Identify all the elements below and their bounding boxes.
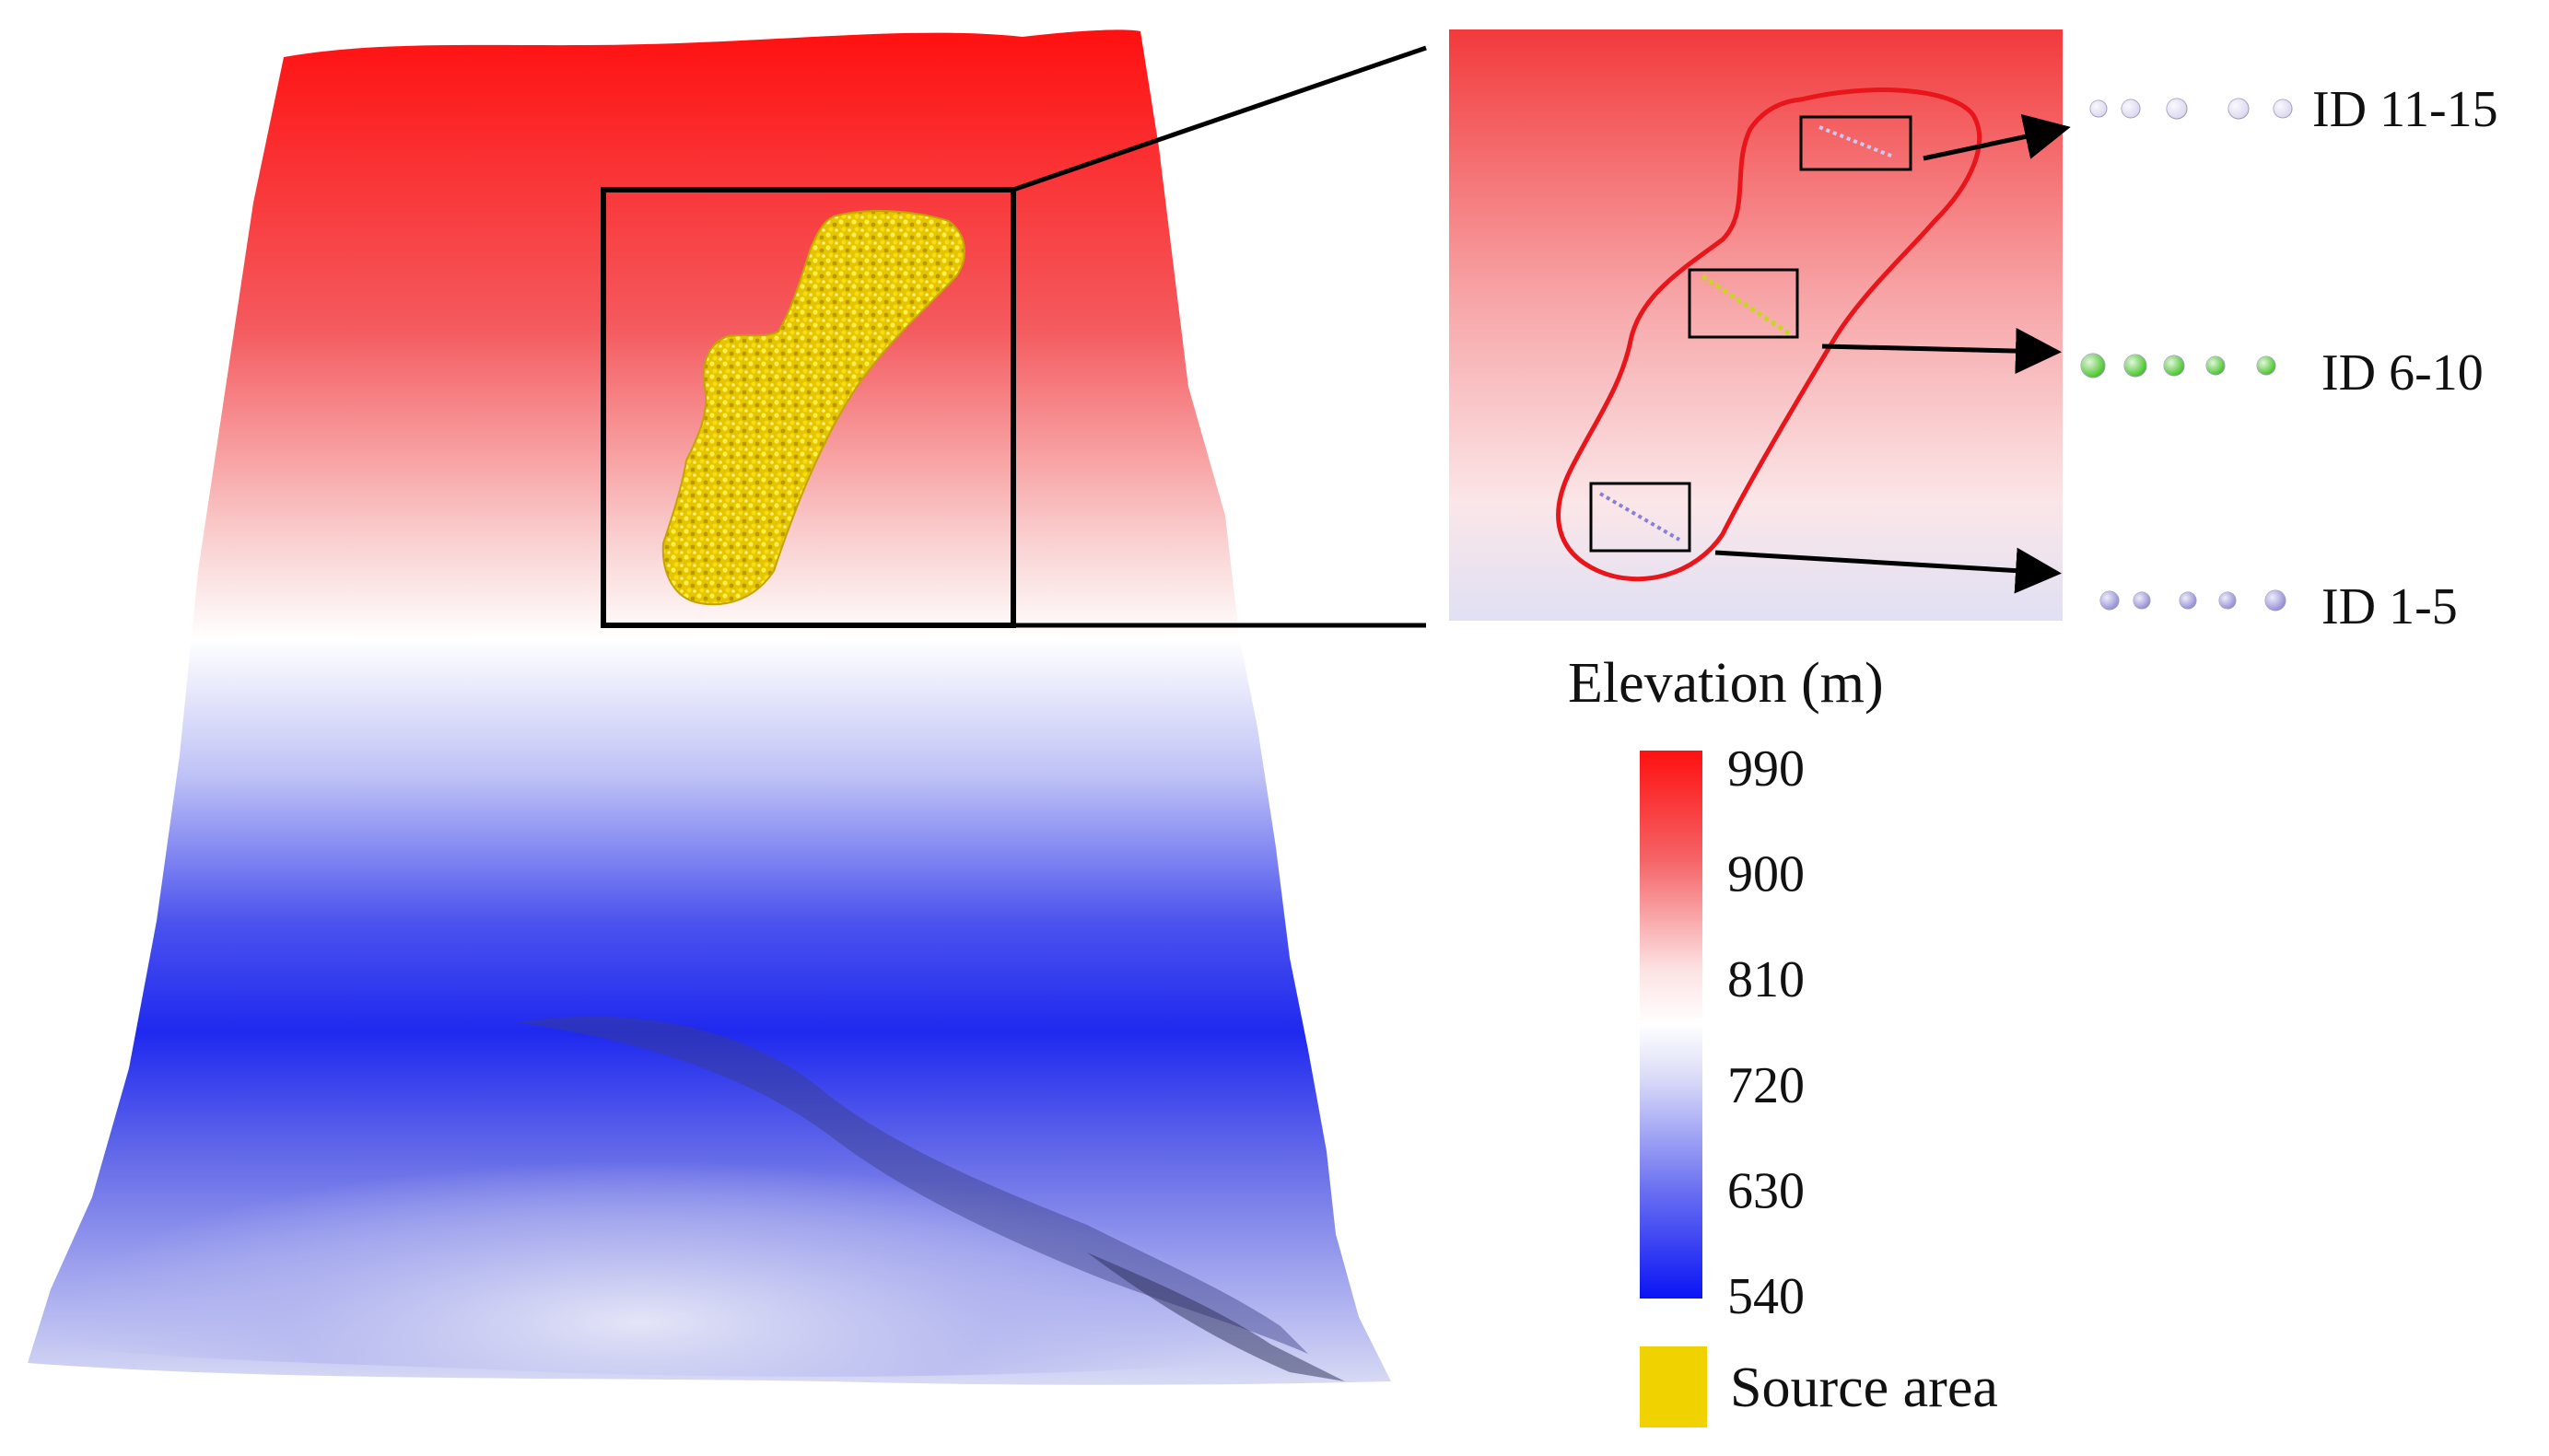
sample-box-ids-11-15 (1799, 115, 1912, 171)
colorbar-tick-label: 540 (1727, 1268, 1805, 1325)
particle-dot-highlight (2274, 99, 2292, 118)
source-area-swatch (1640, 1346, 1707, 1427)
colorbar-title: Elevation (m) (1568, 652, 1884, 715)
particle-dot-highlight (2228, 99, 2249, 119)
colorbar-tick-label: 720 (1727, 1057, 1805, 1114)
colorbar-tick-label: 630 (1727, 1162, 1805, 1219)
particle-dot-highlight (2180, 592, 2196, 609)
colorbar (1640, 751, 1702, 1299)
runout-outline (1556, 87, 1982, 582)
colorbar-ticks: 990 900 810 720 630 540 (1727, 740, 1805, 1325)
zoom-region-box (601, 187, 1016, 628)
inset-panel (1449, 29, 2063, 621)
particle-group-label: ID 11-15 (2312, 81, 2498, 138)
colorbar-tick-label: 900 (1727, 846, 1805, 903)
particle-dot-highlight (2206, 356, 2225, 375)
arrow-ids-1-5 (1714, 547, 2062, 594)
arrow-ids-6-10 (1821, 328, 2062, 375)
sample-box-ids-1-5 (1589, 482, 1691, 553)
terrain-surface (28, 29, 1391, 1385)
particle-dot-highlight (2124, 355, 2146, 377)
particle-dot-highlight (2100, 591, 2119, 610)
arrow-ids-11-15 (1923, 113, 2071, 161)
source-area-mass (661, 209, 966, 606)
sample-box-ids-6-10 (1688, 268, 1799, 339)
particle-dot-highlight (2081, 354, 2105, 378)
particle-dot-highlight (2134, 592, 2150, 609)
particle-dot-highlight (2164, 355, 2184, 376)
particle-dot-highlight (2090, 100, 2107, 117)
source-area-label: Source area (1730, 1357, 1998, 1419)
particle-group-label: ID 6-10 (2321, 344, 2484, 402)
particle-dot-highlight (2167, 99, 2187, 119)
particle-dot-highlight (2122, 99, 2140, 118)
particle-dots (2080, 98, 2293, 612)
colorbar-tick-label: 810 (1727, 951, 1805, 1008)
particle-dot-highlight (2265, 590, 2286, 611)
colorbar-tick-label: 990 (1727, 740, 1805, 798)
zoom-connector-top (1012, 45, 1427, 192)
particle-dot-highlight (2257, 356, 2275, 375)
particle-group-label: ID 1-5 (2321, 578, 2458, 635)
particle-dot-highlight (2219, 592, 2236, 609)
